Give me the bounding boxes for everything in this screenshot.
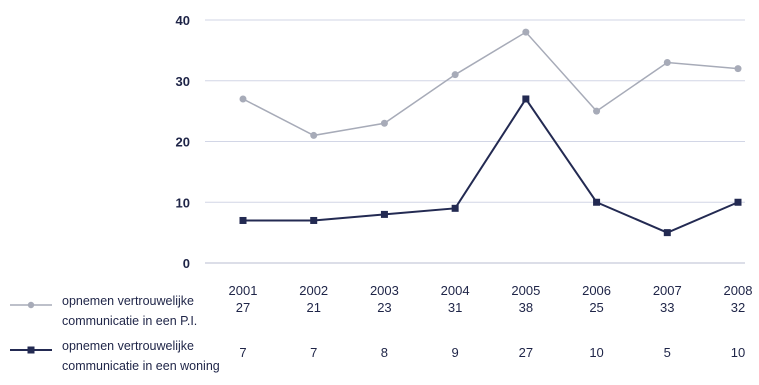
series-1-legend-key (10, 297, 52, 309)
series-1-point-2007 (663, 59, 671, 67)
series-1-point-2003 (380, 119, 388, 127)
series-1-point-2005 (522, 28, 530, 36)
series-2-line (243, 97, 739, 234)
series-1-point-2004 (451, 71, 459, 79)
series-2-value-2003: 8 (380, 345, 389, 360)
series-1-value-2005: 38 (518, 300, 534, 315)
series-2-value-2001: 7 (239, 345, 247, 360)
series-2-value-2004: 9 (451, 345, 459, 360)
series-1-value-2006: 25 (589, 300, 604, 315)
series-1-legend-line2: communicatie in een P.I. (62, 314, 198, 328)
series-2-point-2008 (734, 198, 742, 206)
series-2-legend-line2: communicatie in een woning (62, 359, 220, 373)
x-tick-label-2002: 2002 (299, 283, 329, 298)
y-tick-label-0: 0 (183, 256, 190, 271)
series-1-legend-label: opnemen vertrouwelijke communicatie in e… (62, 291, 237, 331)
series-2-value-2007: 5 (663, 345, 671, 360)
line-chart: 0 10 20 30 40 (176, 13, 745, 271)
series-2-legend-key (10, 342, 52, 354)
series-2-value-2005: 27 (518, 345, 534, 360)
series-1-legend-line1: opnemen vertrouwelijke (62, 294, 195, 308)
y-tick-label-40: 40 (176, 13, 190, 28)
series-1-value-2004: 31 (447, 300, 463, 315)
series-1-point-2006 (593, 107, 601, 115)
x-tick-label-2006: 2006 (582, 283, 612, 298)
series-2-value-2002: 7 (310, 345, 318, 360)
series-1-value-2002: 21 (306, 300, 321, 315)
data-table: 2001 2002 2003 2004 2005 2006 2007 2008 opnemen… (0, 280, 759, 385)
series-1-line (242, 31, 739, 137)
y-tick-label-30: 30 (176, 74, 190, 89)
y-tick-label-10: 10 (176, 195, 190, 210)
series-1-value-2007: 33 (660, 300, 675, 315)
series-1-value-2003: 23 (377, 300, 392, 315)
series-1-value-2001: 27 (235, 300, 251, 315)
series-2-point-2006 (593, 198, 601, 206)
series-2-point-2001 (239, 216, 247, 224)
series-2-point-2004 (451, 204, 459, 212)
series-1-point-2008 (734, 65, 742, 73)
x-tick-label-2004: 2004 (440, 283, 470, 298)
x-tick-label-2001: 2001 (228, 283, 258, 298)
series-2-value-2008: 10 (730, 345, 746, 360)
series-2-legend-line1: opnemen vertrouwelijke (62, 339, 195, 353)
x-tick-label-2008: 2008 (723, 283, 753, 298)
series-2-point-2005 (522, 95, 530, 103)
series-1-point-2001 (239, 95, 247, 103)
series-2-point-2002 (310, 216, 318, 224)
x-tick-label-2005: 2005 (511, 283, 541, 298)
series-2-legend-label: opnemen vertrouwelijke communicatie in e… (62, 336, 237, 376)
series-2-point-2007 (663, 229, 671, 237)
series-2-value-2006: 10 (589, 345, 604, 360)
series-1-point-2002 (310, 131, 318, 139)
x-tick-label-2003: 2003 (369, 283, 399, 298)
series-1-value-2008: 32 (730, 300, 746, 315)
series-2-point-2003 (380, 210, 388, 218)
y-tick-label-20: 20 (176, 135, 190, 150)
x-tick-label-2007: 2007 (652, 283, 682, 298)
